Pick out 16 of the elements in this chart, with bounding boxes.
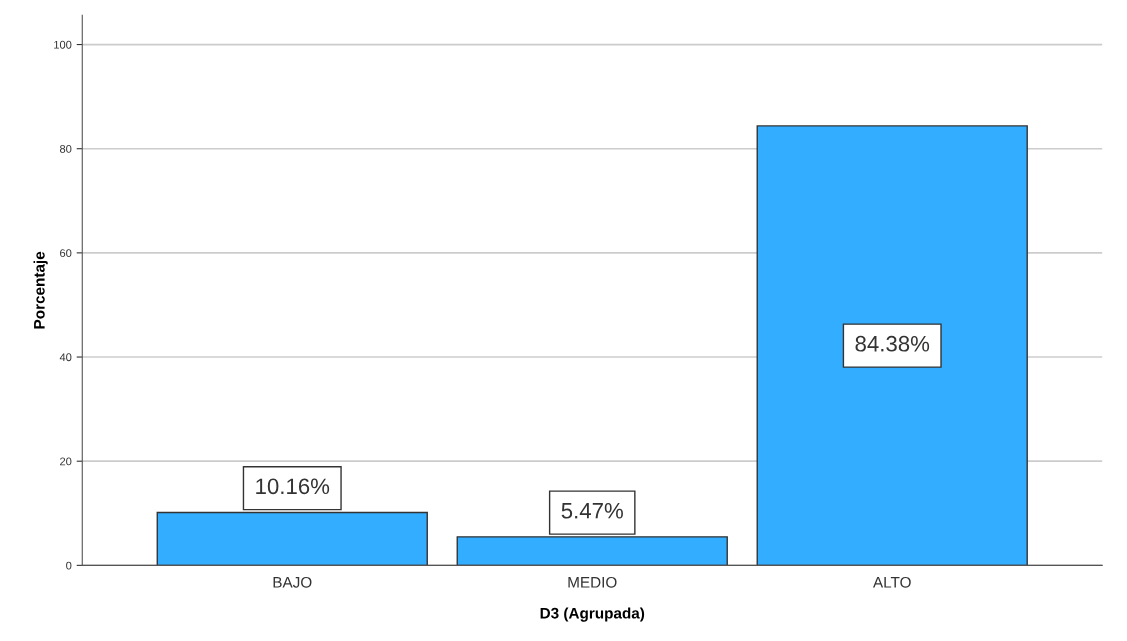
bar	[756, 125, 1028, 566]
x-axis-title: D3 (Agrupada)	[540, 607, 645, 622]
y-tick-label: 40	[59, 353, 72, 362]
data-label: 5.47%	[561, 502, 623, 519]
y-tick-label: 0	[66, 561, 72, 570]
x-tick-label: MEDIO	[568, 576, 617, 588]
bar	[156, 511, 428, 566]
y-tick-label: 80	[59, 144, 72, 153]
x-tick-label: BAJO	[273, 576, 312, 588]
y-tick-label: 100	[54, 40, 72, 49]
y-tick-label: 20	[60, 457, 72, 466]
data-label: 84.38%	[855, 335, 930, 352]
data-label: 10.16%	[256, 478, 330, 495]
y-axis-title: Porcentaje	[33, 251, 48, 329]
y-tick-label: 60	[60, 249, 72, 258]
x-tick-label: ALTO	[873, 576, 911, 588]
